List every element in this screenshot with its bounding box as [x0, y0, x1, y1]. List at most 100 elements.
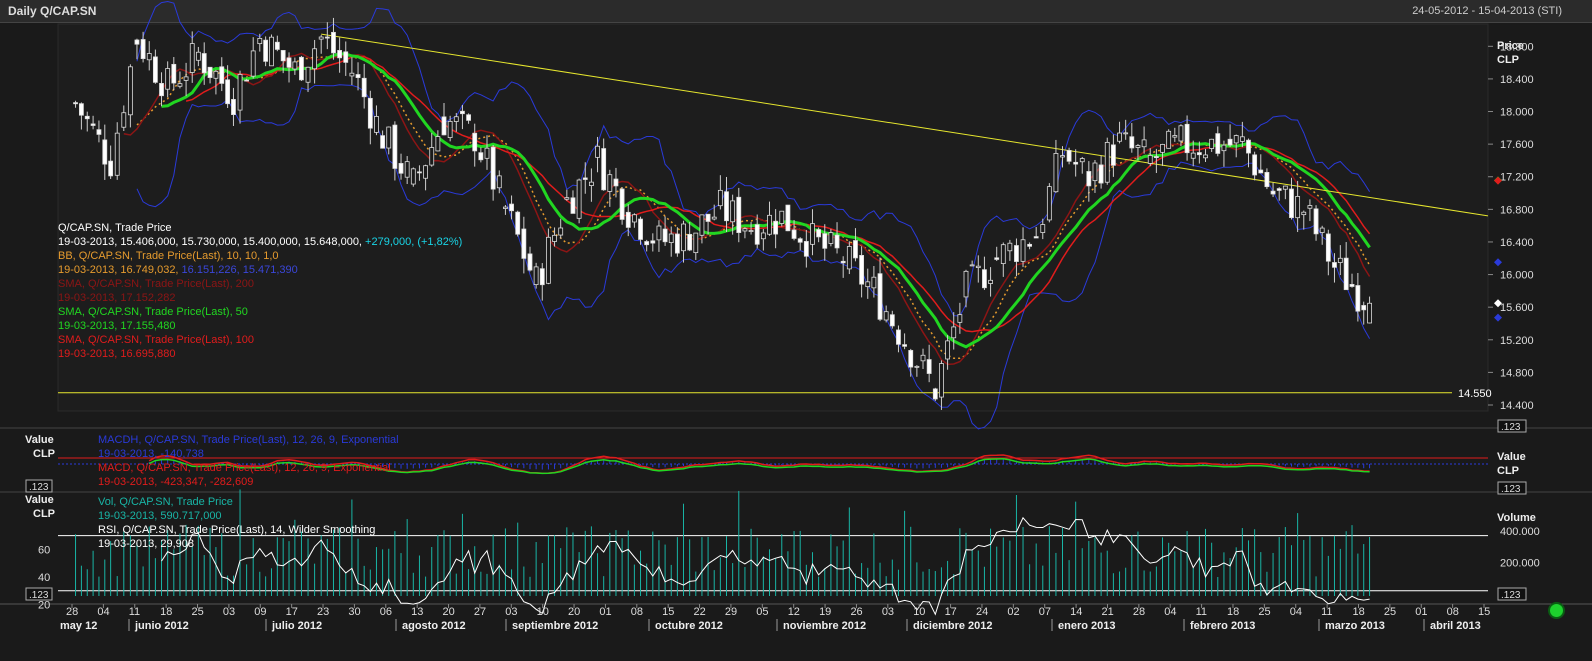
x-day-label: 08: [631, 606, 643, 618]
candle: [1332, 262, 1337, 268]
legend-price-line: BB, Q/CAP.SN, Trade Price(Last), 10, 10,…: [58, 250, 279, 262]
candle: [73, 102, 78, 105]
price-tick-label: 16.400: [1500, 237, 1534, 249]
candle: [269, 36, 274, 67]
candle: [207, 66, 213, 78]
candle: [478, 152, 484, 161]
price-tick-label: 17.600: [1500, 139, 1534, 151]
connection-status-icon[interactable]: [1548, 602, 1565, 619]
candle: [1092, 162, 1098, 182]
last-value-marker: [1494, 313, 1502, 322]
legend-price-line: 19-03-2013, 17.155,480: [58, 320, 176, 332]
candle: [1014, 245, 1019, 262]
price-tick-label: 17.200: [1500, 172, 1534, 184]
candle: [441, 116, 447, 136]
legend-price-line: 19-03-2013, 15.406,000, 15.730,000, 15.4…: [58, 236, 463, 248]
candle: [1221, 144, 1227, 152]
candle: [134, 39, 140, 45]
rsi-tick-label: 20: [38, 599, 50, 611]
candle: [1325, 233, 1331, 262]
legend-macd-line: 19-03-2013, -140,738: [98, 448, 204, 460]
price-tick-label: 15.600: [1500, 302, 1534, 314]
macd-right-badge-label: .123: [1501, 484, 1521, 495]
rsi-tick-label: 40: [38, 572, 50, 584]
x-day-label: 15: [662, 606, 674, 618]
candle: [730, 200, 736, 223]
candle: [840, 260, 846, 264]
candle: [662, 228, 668, 243]
candle: [1129, 136, 1135, 149]
candle: [994, 257, 1000, 260]
x-day-label: 12: [788, 606, 800, 618]
legend-lower-line: RSI, Q/CAP.SN, Trade Price(Last), 14, Wi…: [98, 524, 376, 536]
candle: [1343, 257, 1349, 291]
legend-price-line: SMA, Q/CAP.SN, Trade Price(Last), 100: [58, 334, 255, 346]
candle: [552, 234, 557, 242]
bollinger-upper-band: [136, 0, 1371, 317]
candle: [705, 213, 711, 222]
volume-axis-badge: [1497, 587, 1527, 601]
x-day-label: 05: [756, 606, 768, 618]
candle: [1246, 139, 1251, 154]
candle: [1053, 153, 1059, 193]
candle: [213, 70, 219, 79]
x-month-label: noviembre 2012: [783, 620, 866, 632]
candle: [159, 83, 164, 97]
candle: [1313, 208, 1319, 235]
price-tick-label: 14.800: [1500, 367, 1534, 379]
candle: [932, 388, 938, 400]
candle: [165, 68, 171, 90]
candle: [84, 115, 90, 120]
legend-price-line: 19-03-2013, 16.749,032, 16.151,226, 15.4…: [58, 264, 298, 276]
candle: [975, 265, 981, 269]
candle: [1276, 188, 1282, 191]
x-month-label: may 12: [60, 620, 97, 632]
x-day-label: 02: [1007, 606, 1019, 618]
candle: [681, 223, 686, 252]
candle: [1110, 144, 1116, 166]
candle: [865, 281, 871, 288]
x-day-label: 06: [380, 606, 392, 618]
x-day-label: 01: [1415, 606, 1427, 618]
candle: [466, 114, 471, 121]
candle: [429, 147, 435, 166]
candle: [797, 238, 803, 243]
macd-right-title: Value: [1497, 451, 1526, 463]
x-day-label: 04: [1290, 606, 1302, 618]
candle: [883, 311, 889, 321]
candle: [546, 236, 551, 284]
candle: [515, 211, 521, 235]
candle: [472, 132, 478, 152]
macd-right-unit: CLP: [1497, 465, 1519, 477]
volume-axis-title: Volume: [1497, 512, 1536, 524]
x-day-label: 26: [850, 606, 862, 618]
candle: [263, 39, 269, 62]
candle: [754, 224, 760, 245]
candle: [1027, 243, 1033, 247]
last-value-marker: [1494, 258, 1502, 267]
candle: [1295, 196, 1301, 219]
candle: [257, 37, 263, 45]
candle: [760, 232, 766, 240]
candle: [588, 181, 594, 186]
candle: [957, 314, 963, 323]
candle: [582, 177, 588, 180]
candle: [1203, 154, 1208, 159]
x-day-label: 03: [882, 606, 894, 618]
candle: [1104, 142, 1110, 183]
date-range: 24-05-2012 - 15-04-2013 (STI): [1412, 5, 1562, 17]
candle: [1319, 227, 1325, 233]
candle: [1046, 186, 1052, 221]
x-day-label: 09: [254, 606, 266, 618]
x-month-label: enero 2013: [1058, 620, 1115, 632]
candle: [102, 139, 108, 165]
x-month-label: abril 2013: [1430, 620, 1481, 632]
price-axis-unit: CLP: [1497, 54, 1519, 66]
candle: [908, 350, 914, 368]
candle: [564, 197, 570, 200]
x-day-label: 14: [1070, 606, 1082, 618]
candle: [460, 110, 465, 115]
candle: [963, 270, 969, 298]
candle: [822, 233, 828, 249]
